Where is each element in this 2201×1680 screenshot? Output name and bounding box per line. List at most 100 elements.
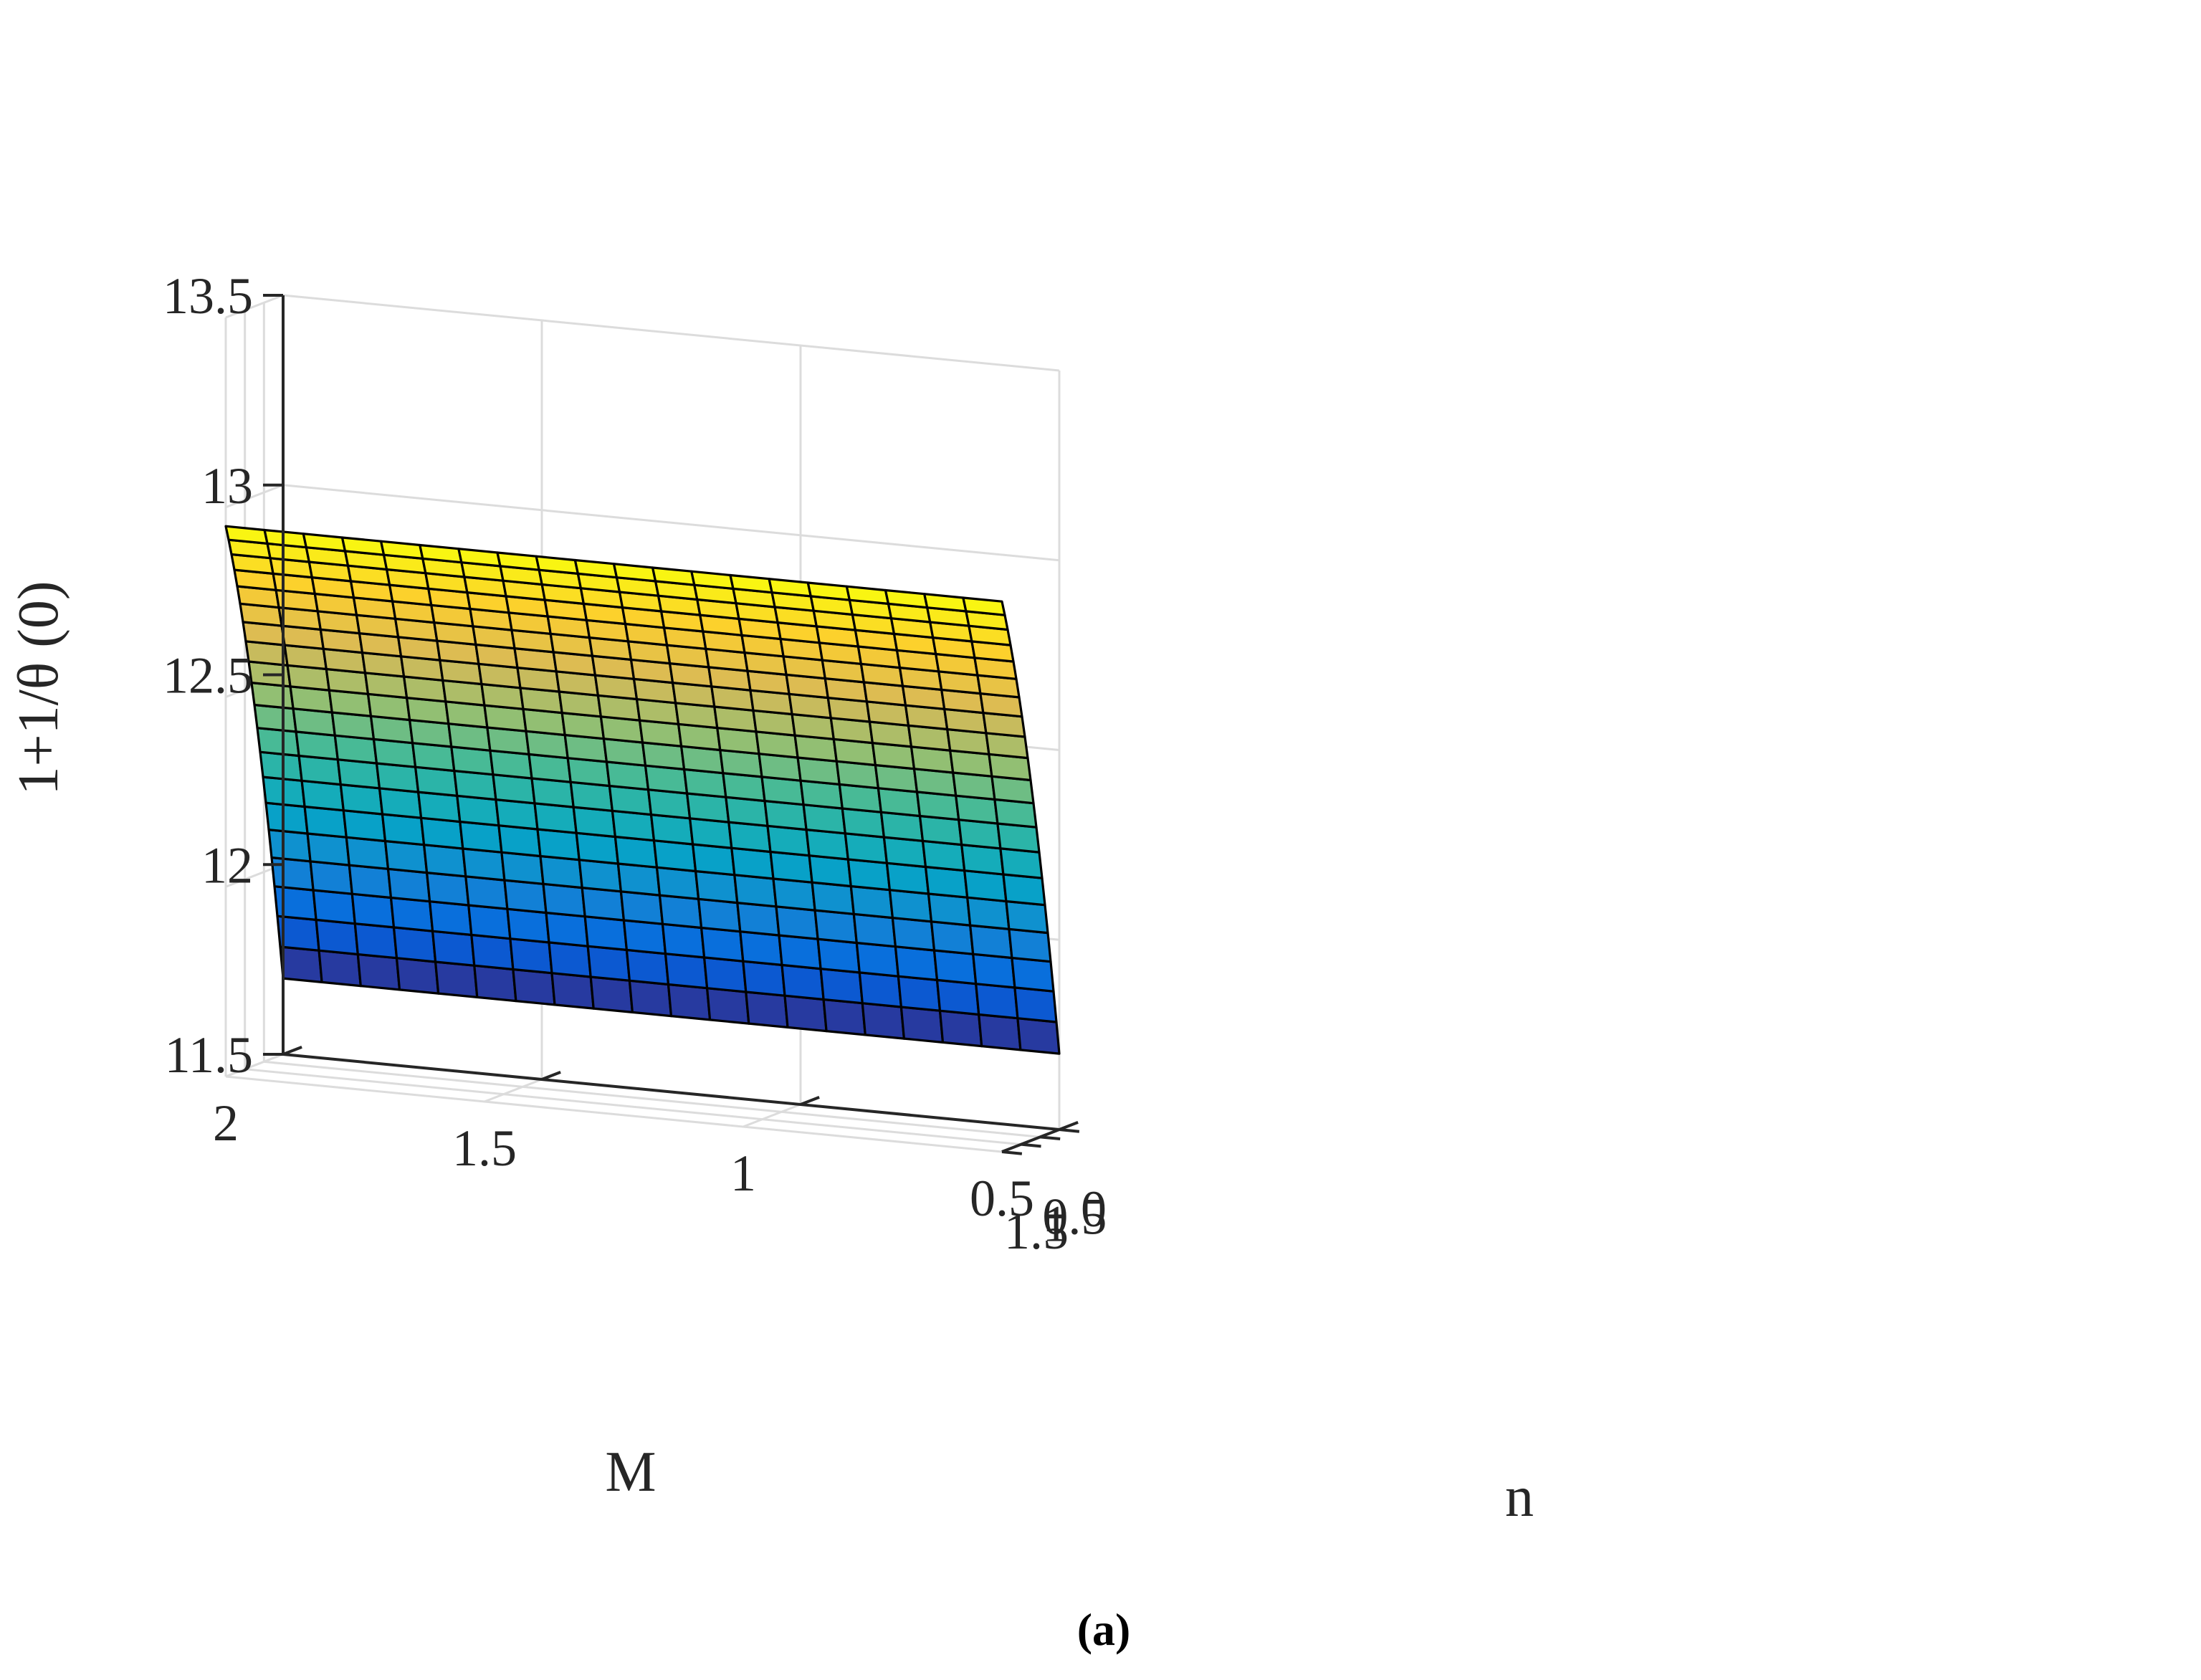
surface-cell	[700, 926, 745, 963]
surface-cell	[612, 563, 657, 583]
surface-cell	[1013, 986, 1058, 1023]
grid-line-floor-x	[244, 1068, 1021, 1146]
surface-cell	[849, 884, 894, 920]
surface-cell	[545, 911, 589, 948]
surface-cell	[589, 975, 634, 1014]
surface-cell	[467, 904, 512, 940]
surface-cell	[386, 867, 431, 903]
surface-cell	[267, 829, 312, 863]
y-tick	[282, 1046, 302, 1056]
x-tick-label: 0	[1081, 1180, 1107, 1238]
surface-cell	[1011, 956, 1055, 993]
surface-cell	[697, 897, 742, 933]
z-tick-label: 12	[201, 836, 253, 894]
surface-cell	[389, 896, 434, 932]
surface-cell	[891, 916, 936, 952]
surface-cell	[932, 949, 978, 985]
surface-cell	[619, 890, 664, 925]
surface-cell	[315, 918, 359, 956]
surface-cell	[923, 593, 968, 613]
grid-line-sidewall-z	[282, 294, 1060, 372]
grid-line-floor-x	[225, 1075, 1003, 1153]
surface-cell	[628, 979, 673, 1018]
surface-cell	[462, 847, 506, 882]
surface-cell	[270, 856, 315, 892]
surface-cell	[509, 937, 553, 975]
surface-cell	[318, 949, 362, 988]
y-axis-line	[282, 1053, 1060, 1131]
x-tick	[1001, 1150, 1023, 1155]
surface-cell	[473, 964, 517, 1003]
surface-cell	[434, 960, 479, 999]
axes	[263, 294, 1080, 1155]
surface-cell	[506, 907, 550, 944]
z-axis-title: 1+1/θ (0)	[7, 581, 70, 796]
surface-cell	[661, 922, 706, 959]
surface-cell	[581, 886, 626, 922]
surface-cell	[655, 866, 700, 900]
x-tick	[1059, 1128, 1080, 1133]
surface-cell	[345, 836, 390, 870]
surface-cell	[459, 820, 503, 854]
surface-cell	[664, 953, 709, 990]
y-tick-label: 1	[730, 1145, 756, 1202]
grid-line-backwall-z	[225, 294, 284, 319]
surface-cell	[769, 850, 813, 884]
surface-cell	[894, 945, 939, 982]
surface-cell	[938, 1009, 983, 1048]
surface-cell	[512, 968, 556, 1006]
z-tick-label: 11.5	[165, 1026, 253, 1084]
surface-cell	[500, 851, 545, 885]
surface-cell	[858, 971, 903, 1008]
grid-line-floor-x	[264, 1060, 1041, 1138]
surface-cell	[739, 930, 783, 967]
x-tick-label: 1	[1043, 1195, 1069, 1253]
surface-cell	[819, 968, 864, 1005]
surface-cell	[616, 862, 662, 897]
grid-line-floor-y	[484, 1078, 543, 1103]
surface-cell	[353, 922, 398, 960]
surface-cell	[775, 905, 819, 940]
surface-cell	[705, 987, 750, 1025]
surface-cell	[542, 882, 586, 918]
surface-cell	[381, 813, 426, 846]
surface-cell	[924, 865, 969, 899]
surface-cell	[431, 930, 476, 967]
z-tick-label: 13	[201, 457, 253, 515]
surface-cell	[263, 528, 307, 549]
surface-cell	[392, 926, 437, 963]
grid-line-backwall-z	[225, 484, 284, 509]
y-axis-title: M	[605, 1441, 656, 1504]
surface-cell	[806, 581, 851, 601]
surface-cell	[302, 533, 347, 553]
surface-cell	[613, 835, 659, 869]
grid-line-backwall-z	[225, 1053, 284, 1078]
surface-cell	[583, 915, 629, 952]
surface-cell	[306, 832, 350, 867]
surface-cell	[855, 941, 900, 978]
surface-cell	[625, 948, 670, 986]
surface-cell	[395, 957, 440, 995]
surface-cell	[419, 543, 463, 564]
surface-cell	[578, 859, 623, 893]
surface-cell	[279, 945, 323, 984]
surface-cell	[422, 844, 467, 878]
surface-cell	[1005, 899, 1049, 935]
surface-cell	[348, 864, 393, 899]
surface-cell	[667, 983, 712, 1021]
x-axis-line	[1001, 1128, 1060, 1153]
y-tick-label: 1.5	[452, 1120, 517, 1177]
surface-cell	[884, 588, 929, 609]
surface	[224, 525, 1061, 1055]
surface-cell	[702, 956, 748, 993]
surface-cell	[464, 875, 509, 910]
surface-cell	[312, 889, 356, 925]
z-tick-label: 12.5	[163, 647, 253, 705]
surface-cell	[1016, 1017, 1061, 1055]
surface-cell	[813, 909, 858, 945]
surface-cell	[691, 843, 736, 877]
surface-cell	[340, 536, 386, 556]
surface-cell	[783, 994, 828, 1033]
